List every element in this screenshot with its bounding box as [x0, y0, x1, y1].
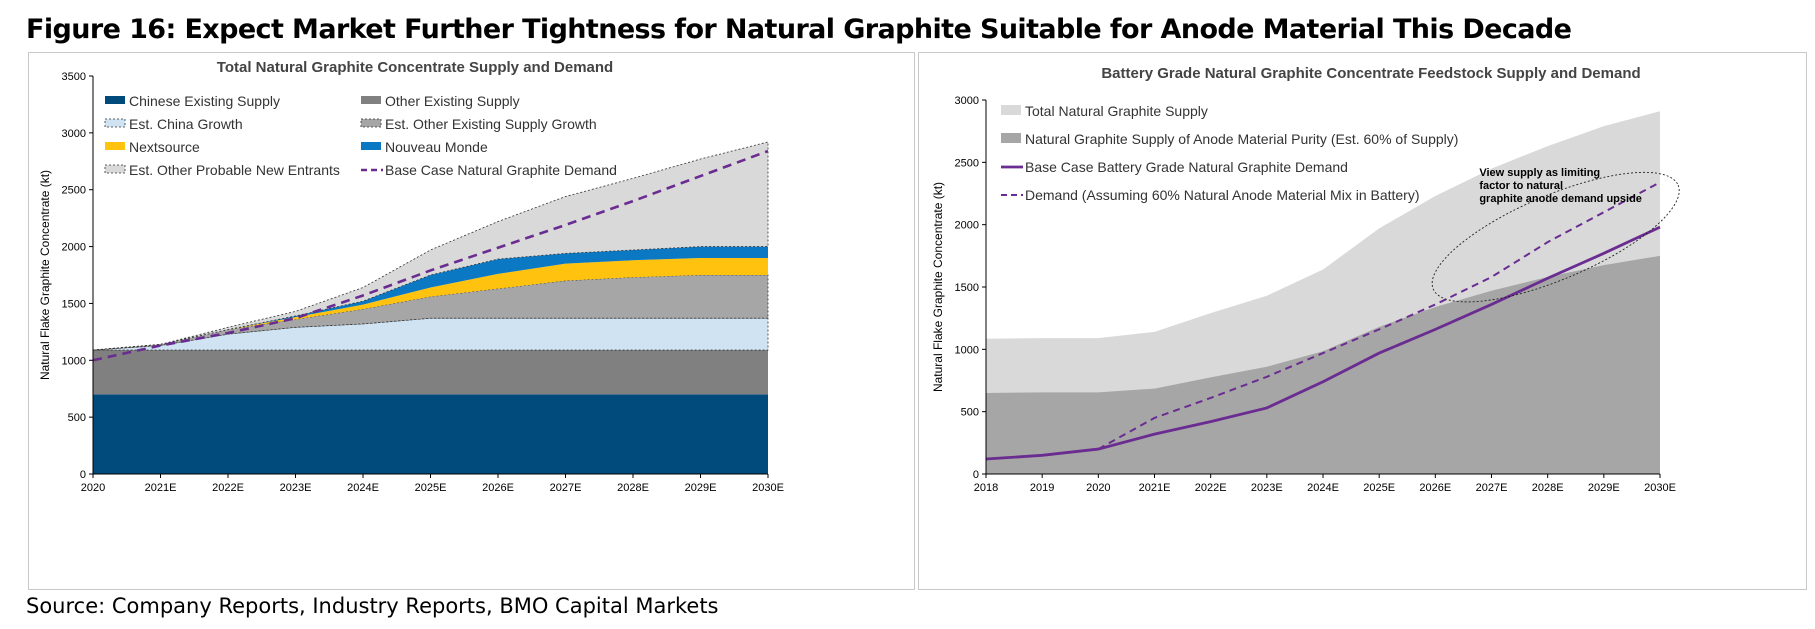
legend-label: Est. Other Probable New Entrants: [129, 162, 340, 178]
left-x-tick-label: 2024E: [347, 482, 379, 494]
legend-swatch: [105, 96, 125, 104]
legend-swatch: [104, 164, 126, 174]
legend-swatch: [1001, 133, 1021, 143]
legend-label: Base Case Battery Grade Natural Graphite…: [1025, 159, 1348, 175]
source-note: Source: Company Reports, Industry Report…: [26, 594, 719, 618]
legend-swatch: [105, 142, 125, 150]
area-series-4: [93, 257, 768, 351]
right-x-tick-label: 2022E: [1195, 482, 1227, 494]
left-y-tick-label: 1500: [62, 298, 86, 310]
figure-title: Figure 16: Expect Market Further Tightne…: [26, 14, 1572, 45]
left-y-tick-label: 3500: [62, 71, 86, 83]
right-chart-panel: Battery Grade Natural Graphite Concentra…: [918, 52, 1807, 590]
area-series-6: [92, 141, 769, 351]
left-y-axis-label: Natural Flake Graphite Concentrate (kt): [38, 170, 52, 380]
annotation-text: View supply as limiting: [1479, 167, 1600, 179]
right-y-axis-label: Natural Flake Graphite Concentrate (kt): [931, 182, 945, 392]
right-x-tick-label: 2025E: [1363, 482, 1395, 494]
left-x-tick-label: 2027E: [550, 482, 582, 494]
legend-label: Demand (Assuming 60% Natural Anode Mater…: [1025, 187, 1420, 203]
legend-swatch: [360, 118, 382, 128]
right-x-tick-label: 2019: [1030, 482, 1054, 494]
area-series-2: [92, 317, 769, 351]
legend-label: Chinese Existing Supply: [129, 93, 280, 109]
right-y-tick-label: 2000: [955, 220, 979, 232]
left-chart-title: Total Natural Graphite Concentrate Suppl…: [217, 59, 613, 76]
legend-label: Nextsource: [129, 139, 200, 155]
legend-swatch: [361, 96, 381, 104]
left-y-tick-label: 3000: [62, 128, 86, 140]
right-y-tick-label: 2500: [955, 157, 979, 169]
line-series-1: [1097, 181, 1661, 450]
left-x-tick-label: 2025E: [415, 482, 447, 494]
right-chart: Battery Grade Natural Graphite Concentra…: [931, 65, 1680, 494]
left-x-tick-label: 2026E: [482, 482, 514, 494]
legend-label: Est. China Growth: [129, 116, 243, 132]
right-y-tick-label: 500: [961, 407, 979, 419]
annotation-text: factor to natural: [1479, 180, 1563, 192]
demand-line-0: [92, 149, 769, 362]
right-x-tick-label: 2024E: [1307, 482, 1339, 494]
right-y-tick-label: 1000: [955, 344, 979, 356]
right-x-tick-label: 2029E: [1588, 482, 1620, 494]
legend-label: Est. Other Existing Supply Growth: [385, 116, 597, 132]
left-x-tick-label: 2029E: [685, 482, 717, 494]
left-chart: Total Natural Graphite Concentrate Suppl…: [38, 59, 784, 494]
area-series-1: [986, 255, 1660, 474]
right-x-tick-label: 2021E: [1139, 482, 1171, 494]
legend-swatch: [1001, 105, 1021, 115]
left-chart-panel: Total Natural Graphite Concentrate Suppl…: [28, 52, 915, 590]
left-x-tick-label: 2023E: [280, 482, 312, 494]
left-y-tick-label: 1000: [62, 355, 86, 367]
right-x-tick-label: 2028E: [1532, 482, 1564, 494]
right-x-tick-label: 2027E: [1476, 482, 1508, 494]
left-x-tick-label: 2022E: [212, 482, 244, 494]
legend-label: Natural Graphite Supply of Anode Materia…: [1025, 131, 1458, 147]
annotation-text: graphite anode demand upside: [1479, 193, 1642, 205]
right-y-tick-label: 1500: [955, 282, 979, 294]
left-y-tick-label: 2500: [62, 185, 86, 197]
legend-label: Other Existing Supply: [385, 93, 520, 109]
right-x-tick-label: 2018: [974, 482, 998, 494]
legend-swatch: [104, 118, 126, 128]
left-y-tick-label: 0: [80, 469, 86, 481]
left-x-tick-label: 2020: [81, 482, 105, 494]
right-y-tick-label: 0: [973, 469, 979, 481]
right-chart-title: Battery Grade Natural Graphite Concentra…: [1101, 65, 1640, 82]
right-x-tick-label: 2020: [1086, 482, 1110, 494]
left-x-tick-label: 2028E: [617, 482, 649, 494]
area-series-1: [93, 350, 768, 395]
left-y-tick-label: 500: [68, 412, 86, 424]
legend-swatch: [361, 142, 381, 150]
annotation-ellipse: [1431, 171, 1680, 303]
legend-label: Base Case Natural Graphite Demand: [385, 162, 617, 178]
left-x-tick-label: 2021E: [145, 482, 177, 494]
area-series-0: [93, 394, 768, 474]
right-x-tick-label: 2030E: [1644, 482, 1676, 494]
right-x-tick-label: 2026E: [1419, 482, 1451, 494]
legend-label: Total Natural Graphite Supply: [1025, 103, 1208, 119]
left-x-tick-label: 2030E: [752, 482, 784, 494]
area-series-5: [93, 246, 768, 351]
area-series-3: [92, 274, 769, 351]
legend-label: Nouveau Monde: [385, 139, 488, 155]
left-y-tick-label: 2000: [62, 242, 86, 254]
right-x-tick-label: 2023E: [1251, 482, 1283, 494]
right-y-tick-label: 3000: [955, 95, 979, 107]
